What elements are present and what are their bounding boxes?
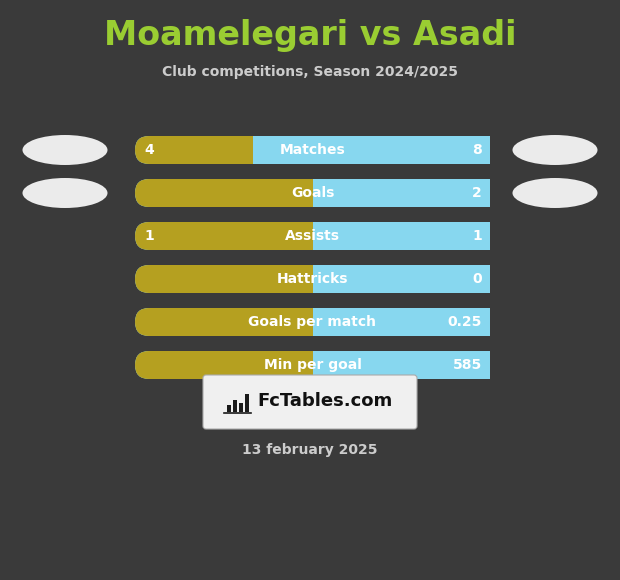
Text: 585: 585 — [453, 358, 482, 372]
Bar — [245, 394, 249, 412]
Bar — [233, 400, 237, 412]
Text: 1: 1 — [144, 229, 154, 243]
FancyBboxPatch shape — [135, 265, 490, 293]
FancyBboxPatch shape — [462, 222, 490, 250]
Text: 1: 1 — [472, 229, 482, 243]
FancyBboxPatch shape — [135, 222, 490, 250]
Text: Goals: Goals — [291, 186, 334, 200]
Text: Assists: Assists — [285, 229, 340, 243]
FancyBboxPatch shape — [135, 222, 490, 250]
FancyBboxPatch shape — [135, 308, 490, 336]
Text: 4: 4 — [144, 143, 154, 157]
Text: 0: 0 — [472, 272, 482, 286]
Bar — [312, 179, 490, 207]
Bar — [312, 308, 490, 336]
FancyBboxPatch shape — [135, 136, 490, 164]
Bar — [227, 405, 231, 412]
FancyBboxPatch shape — [462, 136, 490, 164]
Text: Min per goal: Min per goal — [264, 358, 361, 372]
Bar — [312, 222, 490, 250]
FancyBboxPatch shape — [135, 308, 490, 336]
Text: Club competitions, Season 2024/2025: Club competitions, Season 2024/2025 — [162, 65, 458, 79]
Text: 2: 2 — [472, 186, 482, 200]
Bar — [312, 351, 490, 379]
Text: Hattricks: Hattricks — [277, 272, 348, 286]
FancyBboxPatch shape — [203, 375, 417, 429]
Bar — [312, 265, 490, 293]
FancyBboxPatch shape — [135, 351, 490, 379]
Text: FcTables.com: FcTables.com — [257, 392, 392, 410]
FancyBboxPatch shape — [135, 265, 490, 293]
FancyBboxPatch shape — [462, 351, 490, 379]
Text: Moamelegari vs Asadi: Moamelegari vs Asadi — [104, 19, 516, 52]
FancyBboxPatch shape — [135, 136, 490, 164]
Text: 0.25: 0.25 — [448, 315, 482, 329]
FancyBboxPatch shape — [462, 179, 490, 207]
Bar — [239, 403, 243, 412]
Ellipse shape — [22, 178, 107, 208]
Text: Matches: Matches — [280, 143, 345, 157]
Ellipse shape — [513, 135, 598, 165]
FancyBboxPatch shape — [462, 308, 490, 336]
FancyBboxPatch shape — [135, 179, 490, 207]
Ellipse shape — [513, 178, 598, 208]
Ellipse shape — [22, 135, 107, 165]
FancyBboxPatch shape — [135, 351, 490, 379]
Text: 13 february 2025: 13 february 2025 — [242, 443, 378, 457]
Bar — [253, 136, 490, 164]
FancyBboxPatch shape — [462, 265, 490, 293]
Text: Goals per match: Goals per match — [249, 315, 376, 329]
Text: 8: 8 — [472, 143, 482, 157]
FancyBboxPatch shape — [135, 179, 490, 207]
